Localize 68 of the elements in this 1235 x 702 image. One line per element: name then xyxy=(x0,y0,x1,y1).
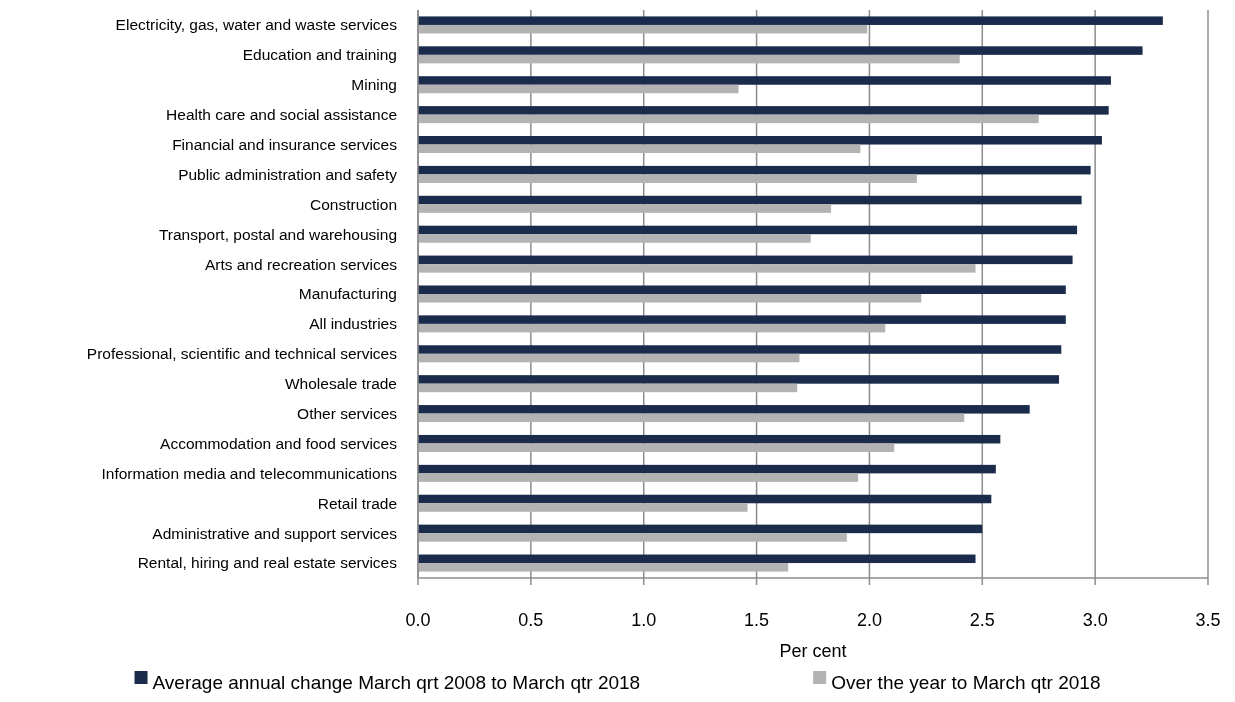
bar xyxy=(418,323,886,333)
y-tick-label: Public administration and safety xyxy=(178,165,398,183)
bar xyxy=(418,554,976,564)
y-tick-label: All industries xyxy=(309,315,398,333)
y-tick-label: Retail trade xyxy=(317,494,397,512)
bar xyxy=(418,195,1082,205)
x-tick-label: 2.0 xyxy=(856,610,882,630)
bar xyxy=(418,136,1102,145)
y-tick-label: Professional, scientific and technical services xyxy=(86,345,398,363)
bar xyxy=(418,375,1060,384)
legend-label: Over the year to March qtr 2018 xyxy=(831,671,1101,693)
bar xyxy=(418,144,861,154)
y-tick-label: Accommodation and food services xyxy=(160,434,398,452)
bar xyxy=(418,76,1111,85)
y-tick-label: Arts and recreation services xyxy=(204,255,398,273)
bar xyxy=(418,204,832,213)
x-tick-label: 3.5 xyxy=(1195,610,1221,630)
bar xyxy=(418,264,976,273)
bar xyxy=(418,524,983,534)
x-tick-label: 0.0 xyxy=(405,610,431,630)
y-tick-label: Information media and telecommunications xyxy=(101,464,398,482)
bar xyxy=(418,473,859,482)
y-tick-label: Construction xyxy=(309,195,397,213)
bar xyxy=(418,54,960,64)
bar xyxy=(418,285,1066,294)
bar xyxy=(418,106,1109,115)
x-axis-title: Per cent xyxy=(779,641,847,661)
y-tick-label: Administrative and support services xyxy=(152,524,398,542)
bar xyxy=(418,24,868,34)
y-tick-label: Health care and social assistance xyxy=(166,106,397,124)
bar xyxy=(418,464,996,474)
y-tick-label: Education and training xyxy=(242,46,397,64)
bar xyxy=(418,533,847,542)
bar xyxy=(418,413,965,423)
bar xyxy=(418,443,895,452)
y-tick-label: Electricity, gas, water and waste services xyxy=(115,16,398,34)
y-tick-label: Mining xyxy=(351,76,397,94)
bar xyxy=(418,563,789,572)
x-tick-label: 2.5 xyxy=(969,610,995,630)
y-tick-label: Other services xyxy=(297,405,398,422)
y-tick-label: Transport, postal and warehousing xyxy=(158,225,397,243)
bar xyxy=(418,114,1039,124)
bar xyxy=(418,46,1143,55)
y-tick-label: Financial and insurance services xyxy=(172,135,398,153)
bar xyxy=(418,494,992,504)
x-tick-label: 3.0 xyxy=(1082,610,1108,630)
x-tick-label: 0.5 xyxy=(518,610,544,630)
bar xyxy=(418,84,739,94)
bar xyxy=(418,165,1091,175)
legend-label: Average annual change March qrt 2008 to March qtr 2018 xyxy=(152,671,641,693)
x-tick-label: 1.5 xyxy=(744,610,770,630)
bar xyxy=(418,315,1066,324)
y-tick-label: Rental, hiring and real estate services xyxy=(137,554,398,572)
bar xyxy=(418,225,1078,235)
bar xyxy=(418,294,922,303)
y-tick-label: Manufacturing xyxy=(298,285,397,303)
bar xyxy=(418,255,1073,265)
bar xyxy=(418,383,798,393)
bar xyxy=(418,16,1163,25)
bar xyxy=(418,234,811,243)
bar xyxy=(418,353,800,363)
bar xyxy=(418,345,1062,354)
bar xyxy=(418,405,1030,414)
x-tick-label: 1.0 xyxy=(631,610,657,630)
bar xyxy=(418,174,917,183)
bar xyxy=(418,503,748,512)
y-tick-label: Wholesale trade xyxy=(284,375,397,393)
bar xyxy=(418,434,1001,444)
